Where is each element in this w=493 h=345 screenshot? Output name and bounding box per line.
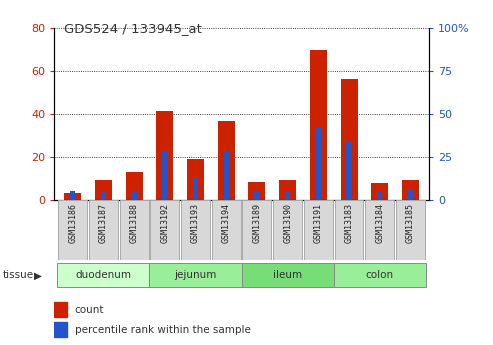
Text: percentile rank within the sample: percentile rank within the sample bbox=[75, 325, 251, 335]
Bar bbox=[57, 264, 149, 287]
Bar bbox=[181, 200, 210, 260]
Bar bbox=[365, 200, 394, 260]
Text: ▶: ▶ bbox=[34, 270, 41, 280]
Bar bbox=[156, 111, 173, 200]
Text: jejunum: jejunum bbox=[175, 270, 217, 280]
Text: tissue: tissue bbox=[2, 270, 34, 280]
Bar bbox=[101, 191, 106, 200]
Bar bbox=[285, 190, 290, 200]
Bar bbox=[126, 172, 142, 200]
Bar bbox=[377, 190, 383, 200]
Bar bbox=[193, 177, 198, 200]
Bar bbox=[212, 200, 241, 260]
Bar bbox=[58, 200, 87, 260]
Bar bbox=[273, 200, 302, 260]
Bar bbox=[120, 200, 148, 260]
Text: GSM13184: GSM13184 bbox=[375, 203, 384, 243]
Bar bbox=[162, 151, 168, 200]
Bar bbox=[89, 200, 118, 260]
Bar bbox=[316, 127, 321, 200]
Bar bbox=[310, 50, 327, 200]
Text: GSM13190: GSM13190 bbox=[283, 203, 292, 243]
Bar bbox=[335, 200, 363, 260]
Bar bbox=[54, 302, 68, 317]
Bar bbox=[279, 180, 296, 200]
Bar bbox=[408, 189, 413, 200]
Text: GSM13186: GSM13186 bbox=[68, 203, 77, 243]
Text: count: count bbox=[75, 305, 105, 315]
Bar bbox=[150, 200, 179, 260]
Text: ileum: ileum bbox=[273, 270, 302, 280]
Bar bbox=[396, 200, 425, 260]
Bar bbox=[254, 190, 260, 200]
Bar bbox=[187, 159, 204, 200]
Bar bbox=[95, 180, 112, 200]
Bar bbox=[64, 193, 81, 200]
Bar bbox=[371, 183, 388, 200]
Bar bbox=[334, 264, 426, 287]
Bar bbox=[248, 182, 265, 200]
Text: GSM13189: GSM13189 bbox=[252, 203, 261, 243]
Bar bbox=[347, 142, 352, 200]
Bar bbox=[223, 152, 229, 200]
Text: GSM13185: GSM13185 bbox=[406, 203, 415, 243]
Bar bbox=[54, 323, 68, 337]
Text: GSM13191: GSM13191 bbox=[314, 203, 323, 243]
Bar bbox=[243, 200, 271, 260]
Text: duodenum: duodenum bbox=[75, 270, 131, 280]
Text: GDS524 / 133945_at: GDS524 / 133945_at bbox=[64, 22, 202, 36]
Bar bbox=[341, 79, 357, 200]
Bar bbox=[304, 200, 333, 260]
Text: GSM13193: GSM13193 bbox=[191, 203, 200, 243]
Text: colon: colon bbox=[366, 270, 394, 280]
Bar bbox=[149, 264, 242, 287]
Text: GSM13188: GSM13188 bbox=[130, 203, 139, 243]
Bar bbox=[131, 191, 137, 200]
Text: GSM13187: GSM13187 bbox=[99, 203, 108, 243]
Bar bbox=[242, 264, 334, 287]
Bar bbox=[218, 121, 235, 200]
Text: GSM13183: GSM13183 bbox=[345, 203, 353, 243]
Text: GSM13194: GSM13194 bbox=[222, 203, 231, 243]
Bar bbox=[402, 180, 419, 200]
Text: GSM13192: GSM13192 bbox=[160, 203, 169, 243]
Bar bbox=[70, 191, 75, 200]
